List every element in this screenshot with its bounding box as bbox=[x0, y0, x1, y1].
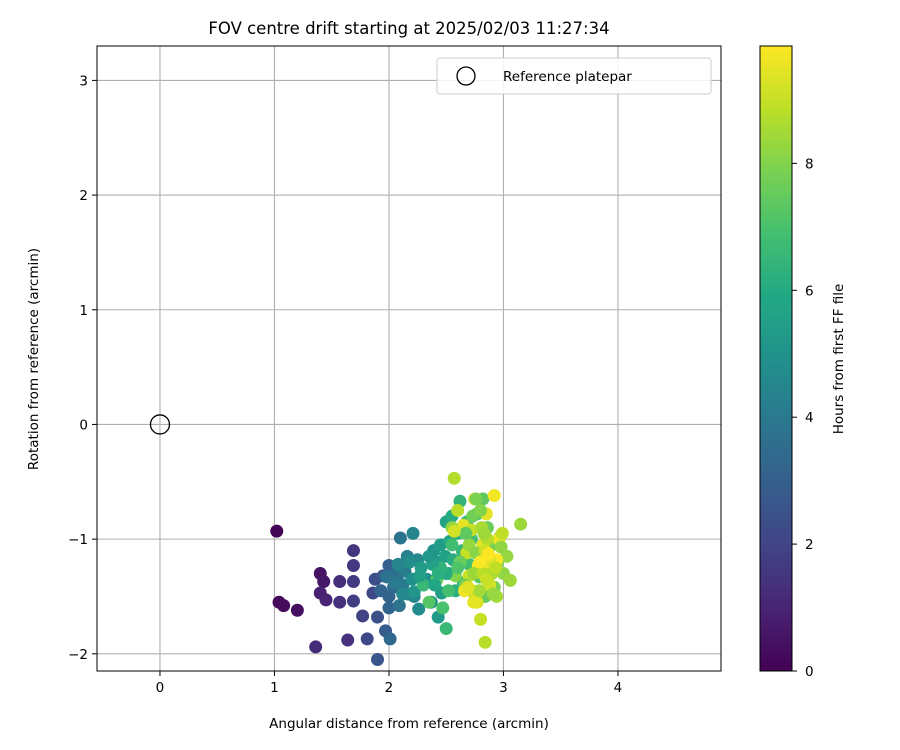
data-point bbox=[474, 612, 488, 626]
reference-marker-group bbox=[149, 414, 171, 435]
data-point bbox=[447, 471, 461, 485]
data-point bbox=[488, 561, 502, 575]
data-point bbox=[469, 492, 483, 506]
x-axis-label: Angular distance from reference (arcmin) bbox=[269, 716, 549, 732]
data-point bbox=[346, 594, 360, 608]
data-point bbox=[346, 575, 360, 589]
x-tick-label: 1 bbox=[270, 680, 279, 696]
legend-box bbox=[436, 57, 712, 95]
data-point bbox=[478, 635, 492, 649]
data-point bbox=[391, 557, 405, 571]
data-point bbox=[451, 503, 465, 517]
colorbar-ticks: 0 2 4 6 8 bbox=[792, 156, 814, 680]
y-axis-label: Rotation from reference (arcmin) bbox=[26, 248, 42, 470]
data-point bbox=[486, 587, 500, 601]
plot-frame bbox=[96, 45, 722, 672]
y-tick-label: −2 bbox=[68, 647, 88, 663]
y-tick-label: 2 bbox=[79, 188, 88, 204]
data-point bbox=[459, 526, 473, 540]
data-point bbox=[406, 526, 420, 540]
data-point bbox=[479, 572, 493, 586]
data-point bbox=[422, 595, 436, 609]
y-tick-label: 3 bbox=[79, 73, 88, 89]
x-axis-ticks: 0 1 2 3 4 bbox=[156, 671, 623, 696]
data-point bbox=[392, 599, 406, 613]
data-point bbox=[487, 489, 501, 503]
data-point bbox=[371, 610, 385, 624]
data-point bbox=[442, 584, 456, 598]
y-tick-label: 1 bbox=[79, 303, 88, 319]
legend: Reference platepar bbox=[436, 57, 712, 95]
colorbar-gradient bbox=[759, 45, 793, 672]
data-point bbox=[380, 570, 394, 584]
data-point bbox=[393, 531, 407, 545]
data-point bbox=[495, 526, 509, 540]
data-point bbox=[407, 585, 421, 599]
grid bbox=[97, 46, 721, 671]
data-point bbox=[451, 561, 465, 575]
data-points bbox=[270, 471, 528, 667]
data-point bbox=[474, 503, 488, 517]
y-tick-label: −1 bbox=[68, 532, 88, 548]
data-point bbox=[474, 555, 488, 569]
data-point bbox=[461, 580, 475, 594]
colorbar-tick-label: 8 bbox=[805, 156, 814, 172]
colorbar-label: Hours from first FF file bbox=[831, 284, 847, 435]
data-point bbox=[383, 632, 397, 646]
data-point bbox=[467, 595, 481, 609]
colorbar-tick-label: 2 bbox=[805, 537, 814, 553]
data-point bbox=[412, 602, 426, 616]
data-point bbox=[346, 544, 360, 558]
data-point bbox=[309, 640, 323, 654]
data-point bbox=[360, 632, 374, 646]
colorbar: 0 2 4 6 8 Hours from first FF file bbox=[759, 45, 847, 680]
data-point bbox=[431, 567, 445, 581]
data-point bbox=[482, 547, 496, 561]
data-point bbox=[467, 567, 481, 581]
data-point bbox=[317, 575, 331, 589]
data-point bbox=[319, 593, 333, 607]
data-point bbox=[371, 653, 385, 667]
legend-open-circle-marker bbox=[456, 66, 476, 86]
data-point bbox=[439, 622, 453, 636]
colorbar-tick-label: 6 bbox=[805, 283, 814, 299]
data-point bbox=[374, 584, 388, 598]
reference-platepar-marker bbox=[149, 414, 171, 435]
colorbar-tick-label: 0 bbox=[805, 664, 814, 680]
data-point bbox=[346, 558, 360, 572]
x-tick-label: 0 bbox=[156, 680, 165, 696]
y-tick-label: 0 bbox=[79, 417, 88, 433]
legend-label: Reference platepar bbox=[503, 69, 632, 85]
data-point bbox=[333, 575, 347, 589]
data-point bbox=[514, 517, 528, 531]
data-point bbox=[382, 601, 396, 615]
data-point bbox=[403, 555, 417, 569]
data-point bbox=[494, 540, 508, 554]
data-point bbox=[396, 587, 410, 601]
data-point bbox=[270, 524, 284, 538]
x-tick-label: 4 bbox=[614, 680, 623, 696]
data-point bbox=[447, 524, 461, 538]
data-point bbox=[333, 595, 347, 609]
data-point bbox=[445, 538, 459, 552]
data-point bbox=[436, 601, 450, 615]
data-point bbox=[477, 526, 491, 540]
data-point bbox=[277, 599, 291, 613]
data-point bbox=[503, 573, 517, 587]
y-axis-ticks: −2 −1 0 1 2 3 bbox=[68, 73, 97, 663]
x-tick-label: 3 bbox=[499, 680, 508, 696]
data-point bbox=[341, 633, 355, 647]
chart-title: FOV centre drift starting at 2025/02/03 … bbox=[208, 19, 609, 38]
colorbar-tick-label: 4 bbox=[805, 410, 814, 426]
data-point bbox=[422, 549, 436, 563]
data-point bbox=[290, 603, 304, 617]
x-tick-label: 2 bbox=[385, 680, 394, 696]
data-point bbox=[413, 569, 427, 583]
data-point bbox=[472, 584, 486, 598]
data-point bbox=[356, 609, 370, 623]
data-point bbox=[428, 578, 442, 592]
